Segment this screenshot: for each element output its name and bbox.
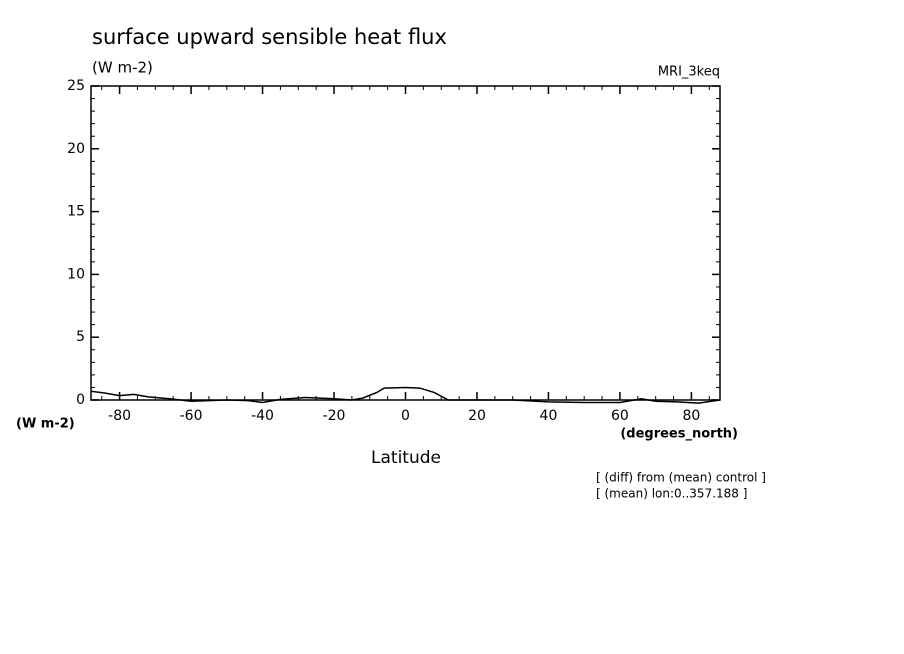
y-unit-label: (W m-2) [16, 417, 75, 432]
x-axis-title: Latitude [371, 448, 441, 468]
x-tick-label: 40 [540, 408, 558, 424]
annotation: [ (diff) from (mean) control ] [596, 471, 766, 485]
x-tick-label: -20 [323, 408, 346, 424]
x-tick-label: -60 [180, 408, 203, 424]
y-tick-label: 10 [67, 266, 85, 282]
plot-frame [90, 85, 721, 401]
x-unit-label: (degrees_north) [620, 427, 738, 442]
y-tick-label: 0 [76, 392, 85, 408]
y-tick-label: 25 [67, 78, 85, 94]
x-tick-label: 20 [468, 408, 486, 424]
y-tick-label: 5 [76, 329, 85, 345]
y-tick-label: 15 [67, 204, 85, 220]
x-tick-label: 60 [611, 408, 629, 424]
x-tick-label: 0 [401, 408, 410, 424]
y-tick-label: 20 [67, 141, 85, 157]
x-tick-label: -80 [108, 408, 131, 424]
subtitle: (W m-2) [92, 59, 153, 77]
annotation: [ (mean) lon:0..357.188 ] [596, 487, 747, 501]
x-tick-label: 80 [682, 408, 700, 424]
model-label: MRI_3keq [658, 65, 720, 80]
data-line [90, 386, 721, 404]
chart-title: surface upward sensible heat flux [92, 25, 447, 49]
x-tick-label: -40 [251, 408, 274, 424]
